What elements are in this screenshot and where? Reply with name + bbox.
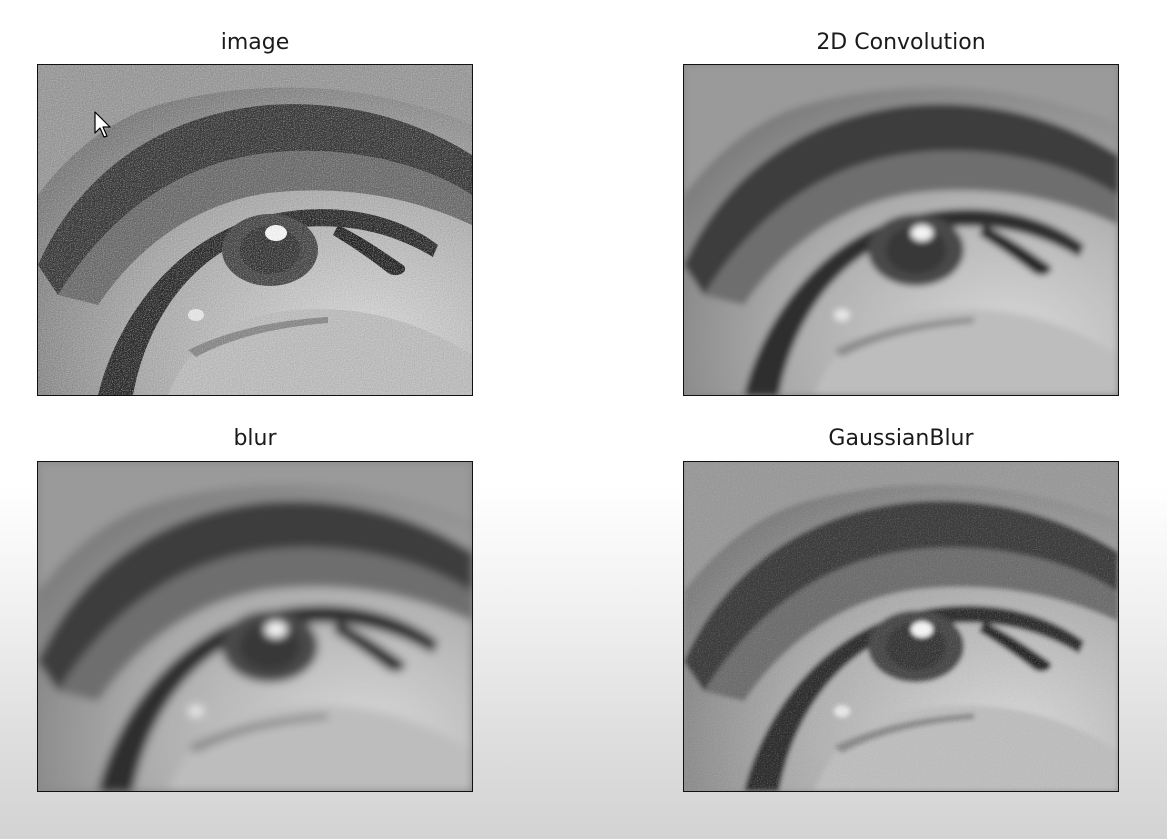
image-frame (37, 461, 473, 792)
panel-title: blur (233, 426, 277, 451)
image-frame (37, 64, 473, 396)
panel-gaussian-blur: GaussianBlur (683, 426, 1119, 792)
panel-image: image (37, 30, 473, 396)
eye-image-blur (38, 462, 472, 791)
image-frame (683, 461, 1119, 792)
eye-image-convolution (684, 65, 1118, 395)
image-frame (683, 64, 1119, 396)
mouse-pointer-icon (94, 111, 111, 138)
eye-image-gaussian (684, 462, 1118, 791)
panel-title: 2D Convolution (816, 30, 986, 55)
panel-2d-convolution: 2D Convolution (683, 30, 1119, 396)
panel-blur: blur (37, 426, 473, 792)
panel-title: image (220, 30, 290, 55)
panel-title: GaussianBlur (828, 426, 974, 451)
